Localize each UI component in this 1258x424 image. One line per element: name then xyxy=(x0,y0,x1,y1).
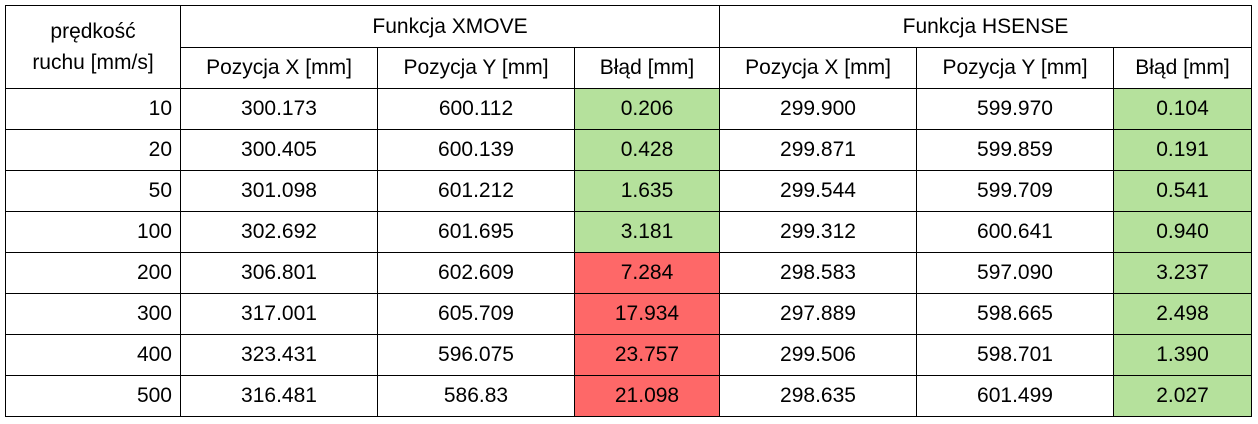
xmove-x-cell: 302.692 xyxy=(180,211,378,253)
hsense-y-cell: 599.709 xyxy=(916,170,1114,212)
xmove-col-x-header: Pozycja X [mm] xyxy=(180,47,378,89)
hsense-x-cell: 297.889 xyxy=(719,293,917,335)
speed-cell: 20 xyxy=(5,129,181,171)
speed-cell: 10 xyxy=(5,88,181,130)
xmove-y-cell: 601.695 xyxy=(377,211,575,253)
table-row: 200 306.801 602.609 7.284 298.583 597.090 3.23… xyxy=(5,252,1252,294)
hsense-x-cell: 298.635 xyxy=(719,375,917,417)
xmove-col-y-header: Pozycja Y [mm] xyxy=(377,47,575,89)
speed-cell: 100 xyxy=(5,211,181,253)
speed-cell: 200 xyxy=(5,252,181,294)
table-row: 10 300.173 600.112 0.206 299.900 599.970 0.104 xyxy=(5,88,1252,130)
speed-column-header: prędkość ruchu [mm/s] xyxy=(5,5,181,89)
xmove-error-cell: 17.934 xyxy=(574,293,720,335)
hsense-col-y-header: Pozycja Y [mm] xyxy=(916,47,1114,89)
hsense-y-cell: 598.665 xyxy=(916,293,1114,335)
hsense-x-cell: 299.871 xyxy=(719,129,917,171)
hsense-y-cell: 597.090 xyxy=(916,252,1114,294)
speed-cell: 500 xyxy=(5,375,181,417)
hsense-y-cell: 599.859 xyxy=(916,129,1114,171)
hsense-col-err-header: Błąd [mm] xyxy=(1113,47,1252,89)
xmove-y-cell: 602.609 xyxy=(377,252,575,294)
xmove-x-cell: 323.431 xyxy=(180,334,378,376)
xmove-x-cell: 316.481 xyxy=(180,375,378,417)
hsense-x-cell: 298.583 xyxy=(719,252,917,294)
hsense-y-cell: 599.970 xyxy=(916,88,1114,130)
results-table: prędkość ruchu [mm/s] Funkcja XMOVE Funk… xyxy=(5,5,1252,417)
xmove-x-cell: 317.001 xyxy=(180,293,378,335)
hsense-x-cell: 299.312 xyxy=(719,211,917,253)
hsense-error-cell: 0.104 xyxy=(1113,88,1252,130)
hsense-error-cell: 0.940 xyxy=(1113,211,1252,253)
speed-header-line1: prędkość xyxy=(50,20,136,43)
xmove-y-cell: 600.139 xyxy=(377,129,575,171)
xmove-x-cell: 301.098 xyxy=(180,170,378,212)
hsense-x-cell: 299.506 xyxy=(719,334,917,376)
xmove-error-cell: 0.428 xyxy=(574,129,720,171)
group-header-xmove: Funkcja XMOVE xyxy=(180,5,720,48)
xmove-error-cell: 23.757 xyxy=(574,334,720,376)
xmove-x-cell: 300.173 xyxy=(180,88,378,130)
speed-cell: 50 xyxy=(5,170,181,212)
hsense-x-cell: 299.544 xyxy=(719,170,917,212)
hsense-col-x-header: Pozycja X [mm] xyxy=(719,47,917,89)
hsense-error-cell: 2.027 xyxy=(1113,375,1252,417)
table-row: 100 302.692 601.695 3.181 299.312 600.641 0.94… xyxy=(5,211,1252,253)
xmove-y-cell: 596.075 xyxy=(377,334,575,376)
xmove-x-cell: 306.801 xyxy=(180,252,378,294)
xmove-x-cell: 300.405 xyxy=(180,129,378,171)
hsense-x-cell: 299.900 xyxy=(719,88,917,130)
xmove-error-cell: 3.181 xyxy=(574,211,720,253)
xmove-y-cell: 586.83 xyxy=(377,375,575,417)
table-row: 500 316.481 586.83 21.098 298.635 601.499 2.02… xyxy=(5,375,1252,417)
table-row: 300 317.001 605.709 17.934 297.889 598.665 2.4… xyxy=(5,293,1252,335)
xmove-y-cell: 601.212 xyxy=(377,170,575,212)
hsense-error-cell: 2.498 xyxy=(1113,293,1252,335)
speed-cell: 300 xyxy=(5,293,181,335)
xmove-error-cell: 7.284 xyxy=(574,252,720,294)
table-row: 20 300.405 600.139 0.428 299.871 599.859 0.191 xyxy=(5,129,1252,171)
speed-cell: 400 xyxy=(5,334,181,376)
hsense-y-cell: 600.641 xyxy=(916,211,1114,253)
xmove-y-cell: 600.112 xyxy=(377,88,575,130)
xmove-col-err-header: Błąd [mm] xyxy=(574,47,720,89)
xmove-error-cell: 21.098 xyxy=(574,375,720,417)
hsense-error-cell: 1.390 xyxy=(1113,334,1252,376)
xmove-error-cell: 0.206 xyxy=(574,88,720,130)
table-row: 400 323.431 596.075 23.757 299.506 598.701 1.3… xyxy=(5,334,1252,376)
xmove-error-cell: 1.635 xyxy=(574,170,720,212)
speed-header-line2: ruchu [mm/s] xyxy=(32,51,154,74)
group-header-hsense: Funkcja HSENSE xyxy=(719,5,1252,48)
hsense-y-cell: 598.701 xyxy=(916,334,1114,376)
hsense-error-cell: 0.541 xyxy=(1113,170,1252,212)
hsense-y-cell: 601.499 xyxy=(916,375,1114,417)
hsense-error-cell: 0.191 xyxy=(1113,129,1252,171)
hsense-error-cell: 3.237 xyxy=(1113,252,1252,294)
xmove-y-cell: 605.709 xyxy=(377,293,575,335)
table-row: 50 301.098 601.212 1.635 299.544 599.709 0.541 xyxy=(5,170,1252,212)
